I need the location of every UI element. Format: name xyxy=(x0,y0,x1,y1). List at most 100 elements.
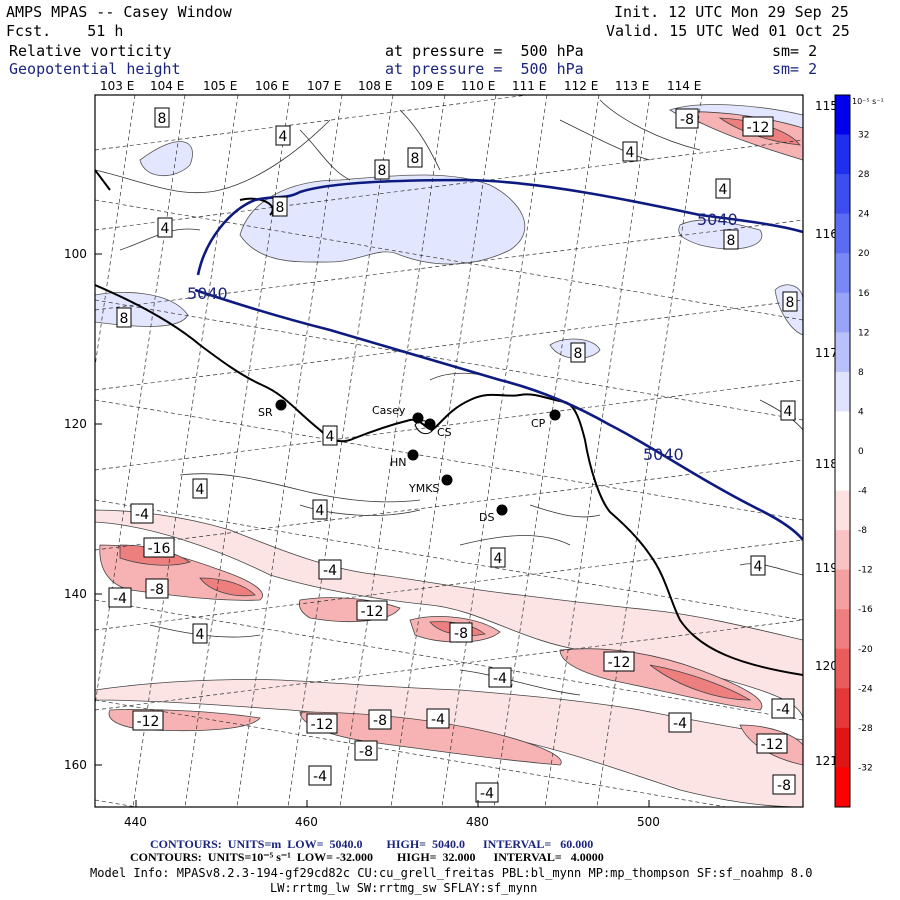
colorbar-swatch xyxy=(835,569,850,610)
longitude-label: 109 E xyxy=(410,79,444,93)
svg-text:4: 4 xyxy=(196,627,205,643)
svg-text:-12: -12 xyxy=(137,714,160,730)
vorticity-contour-label: -8 xyxy=(368,709,392,730)
vorticity-contour-label: 4 xyxy=(715,178,731,199)
vorticity-contour-label: 8 xyxy=(374,159,390,180)
svg-text:4: 4 xyxy=(784,404,793,420)
footer-model-info: Model Info: MPASv8.2.3-194-gf29cd82c CU:… xyxy=(90,866,813,880)
field2-smoothing: sm= 2 xyxy=(772,60,818,78)
svg-text:-4: -4 xyxy=(135,507,149,523)
colorbar-tick: -8 xyxy=(858,526,867,536)
svg-text:-4: -4 xyxy=(493,671,507,687)
longitude-label: 105 E xyxy=(203,79,237,93)
longitude-label: 108 E xyxy=(358,79,392,93)
station-marker xyxy=(412,412,424,424)
vorticity-contour-label: -12 xyxy=(603,651,635,672)
vorticity-contour-label: -4 xyxy=(108,587,132,608)
colorbar-tick: -32 xyxy=(858,763,873,773)
y-tick-label: 120 xyxy=(64,417,87,431)
colorbar-tick: -20 xyxy=(858,645,873,655)
longitude-label: 113 E xyxy=(615,79,649,93)
field1-name: Relative vorticity xyxy=(9,42,172,60)
vorticity-contour-label: -12 xyxy=(756,733,788,754)
height-contour-5040-south xyxy=(194,288,803,541)
station-ds: DS xyxy=(479,504,508,524)
valid-time: Valid. 15 UTC Wed 01 Oct 25 xyxy=(606,22,850,40)
colorbar-swatch xyxy=(835,767,850,808)
svg-text:4: 4 xyxy=(626,145,635,161)
vorticity-contour-label: 4 xyxy=(622,141,638,162)
svg-text:-4: -4 xyxy=(323,563,337,579)
longitude-label: 114 E xyxy=(667,79,701,93)
y-tick-label: 140 xyxy=(64,587,87,601)
svg-text:8: 8 xyxy=(786,295,795,311)
longitude-label: 103 E xyxy=(100,79,134,93)
footer-model-info-2: LW:rrtmg_lw SW:rrtmg_sw SFLAY:sf_mynn xyxy=(270,881,538,895)
vorticity-contour-label: 8 xyxy=(272,196,288,217)
station-label: YMKS xyxy=(408,482,439,495)
vorticity-contour-label: -12 xyxy=(306,713,338,734)
colorbar-tick: -28 xyxy=(858,724,873,734)
vorticity-contour-label: -12 xyxy=(132,710,164,731)
vorticity-contour-label: -4 xyxy=(130,503,154,524)
station-cp: CP xyxy=(531,409,561,430)
coastline xyxy=(95,284,803,676)
svg-text:-12: -12 xyxy=(747,120,770,136)
y-axis-ticks: 100 120 140 160 xyxy=(64,247,102,772)
station-label: CP xyxy=(531,417,546,430)
svg-text:8: 8 xyxy=(411,151,420,167)
vorticity-contour-label: 8 xyxy=(570,342,586,363)
vorticity-contour-label: -4 xyxy=(488,667,512,688)
height-contour-5040 xyxy=(196,178,803,276)
longitude-label: 110 E xyxy=(461,79,495,93)
colorbar-tick: 0 xyxy=(858,447,864,457)
longitude-labels-top: 103 E 104 E 105 E 106 E 107 E 108 E 109 E 110 E… xyxy=(100,79,701,93)
station-label: HN xyxy=(390,456,407,469)
svg-text:8: 8 xyxy=(120,311,129,327)
vorticity-contour-label: -16 xyxy=(143,537,175,558)
station-ymks: YMKS xyxy=(408,474,453,495)
x-tick-label: 500 xyxy=(637,815,660,829)
vorticity-contour-label: 4 xyxy=(275,125,291,146)
x-tick-label: 440 xyxy=(124,815,147,829)
colorbar-swatch xyxy=(835,134,850,175)
colorbar-tick: 24 xyxy=(858,210,870,220)
svg-text:-8: -8 xyxy=(359,744,373,760)
station-marker xyxy=(275,399,287,411)
svg-text:8: 8 xyxy=(158,111,167,127)
station-sr: SR xyxy=(258,399,287,419)
longitude-label: 104 E xyxy=(150,79,184,93)
station-label: Casey xyxy=(372,404,406,417)
svg-text:-4: -4 xyxy=(673,716,687,732)
colorbar-swatch xyxy=(835,174,850,215)
x-tick-label: 460 xyxy=(295,815,318,829)
station-label: DS xyxy=(479,511,494,524)
graticule xyxy=(95,95,803,807)
colorbar-tick: 20 xyxy=(858,249,870,259)
x-axis-ticks: 440 460 480 500 xyxy=(124,800,660,829)
vorticity-contour-label: 4 xyxy=(750,555,766,576)
colorbar-swatch xyxy=(835,95,850,136)
colorbar-swatch xyxy=(835,253,850,294)
svg-text:-12: -12 xyxy=(311,717,334,733)
x-tick-label: 480 xyxy=(466,815,489,829)
vorticity-contour-label: -4 xyxy=(771,698,795,719)
colorbar-tick: 16 xyxy=(858,289,870,299)
svg-text:-12: -12 xyxy=(608,655,631,671)
svg-text:4: 4 xyxy=(754,559,763,575)
colorbar-swatch xyxy=(835,648,850,689)
svg-text:4: 4 xyxy=(316,503,325,519)
colorbar-tick: 8 xyxy=(858,368,864,378)
y-tick-label: 160 xyxy=(64,758,87,772)
svg-text:8: 8 xyxy=(727,233,736,249)
vorticity-contour-label: -4 xyxy=(426,708,450,729)
colorbar-unit: 10⁻⁵ s⁻¹ xyxy=(852,97,884,106)
colorbar-swatch xyxy=(835,727,850,768)
vorticity-contour-label: 4 xyxy=(490,547,506,568)
vorticity-contour-label: 4 xyxy=(157,217,173,238)
svg-text:4: 4 xyxy=(719,182,728,198)
vorticity-contour-label: -4 xyxy=(475,782,499,803)
vorticity-contour-label: -8 xyxy=(449,622,473,643)
